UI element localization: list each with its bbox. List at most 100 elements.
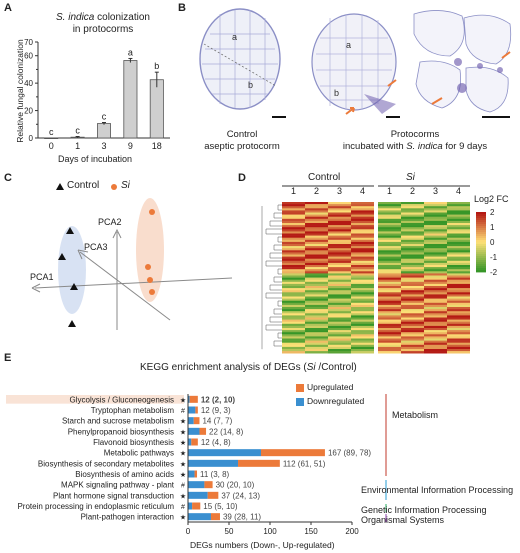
x-tick-label: 0 (49, 141, 54, 151)
heatmap-cell (351, 336, 374, 339)
heatmap-cell (351, 269, 374, 272)
heatmap-cell (305, 218, 328, 222)
heatmap-cell (282, 338, 305, 341)
heatmap-cell (424, 311, 447, 314)
heatmap-cell (305, 288, 328, 291)
heatmap-cell (447, 279, 470, 283)
heatmap-cell (447, 344, 470, 348)
heatmap-cell (378, 294, 401, 297)
control-point (66, 227, 74, 234)
heatmap-cell (378, 208, 401, 211)
heatmap-cell (378, 265, 401, 268)
heatmap-cell (424, 330, 447, 333)
heatmap-cell (282, 267, 305, 270)
heatmap-cell (447, 250, 470, 253)
heatmap-cell (305, 227, 328, 230)
heatmap-cell (351, 252, 374, 255)
heatmap-cell (447, 281, 470, 285)
heatmap-cell (305, 351, 328, 354)
y-tick-label: 60 (24, 52, 33, 61)
heatmap-cell (401, 275, 424, 278)
heatmap-cell (282, 208, 305, 211)
heatmap-cell (282, 256, 305, 259)
heatmap-cell (328, 235, 351, 238)
bar-value-label: 39 (28, 11) (223, 513, 261, 522)
heatmap-cell (328, 265, 351, 268)
heatmap-cell (378, 279, 401, 283)
heatmap-cell (282, 216, 305, 220)
heatmap-cell (447, 258, 470, 262)
heatmap-cell (401, 227, 424, 230)
heatmap-cell (351, 296, 374, 299)
heatmap-cell (378, 235, 401, 238)
heatmap-cell (305, 220, 328, 224)
heatmap-cell (282, 330, 305, 333)
heatmap-cell (401, 235, 424, 238)
heatmap-cell (328, 271, 351, 274)
heatmap-cell (424, 286, 447, 289)
heatmap-cell (351, 298, 374, 301)
control-point (70, 283, 78, 290)
bar-down (188, 459, 239, 467)
heatmap-cell (447, 315, 470, 318)
x-tick-label: 150 (304, 527, 318, 536)
significance-mark: ★ (180, 450, 186, 458)
heatmap-cell (378, 254, 401, 257)
heatmap-cell (401, 281, 424, 285)
dendrogram-branch (277, 204, 282, 211)
heatmap-cell (447, 296, 470, 299)
panel-label-d: D (238, 172, 246, 184)
heatmap-cell (401, 304, 424, 308)
heatmap-cell (378, 340, 401, 343)
heatmap-cell (305, 315, 328, 318)
heatmap-cell (401, 300, 424, 304)
heatmap-cell (424, 294, 447, 297)
heatmap-cell (378, 346, 401, 350)
legend-tick-label: 1 (490, 223, 495, 232)
heatmap-cell (305, 336, 328, 339)
heatmap-cell (328, 330, 351, 333)
dendrogram-branch (265, 228, 282, 235)
heatmap-cell (282, 307, 305, 310)
heatmap-cell (282, 258, 305, 262)
dendrogram-branch (273, 244, 282, 251)
heatmap-cell (282, 281, 305, 285)
heatmap-cell (282, 286, 305, 289)
heatmap-cell (328, 210, 351, 213)
heatmap-cell (351, 292, 374, 295)
heatmap-cell (305, 260, 328, 264)
bar-down (188, 470, 195, 478)
heatmap-cell (282, 277, 305, 280)
heatmap-cell (305, 204, 328, 207)
legend-gradient-step (476, 236, 486, 239)
heatmap-cell (351, 212, 374, 215)
heatmap-cell (447, 237, 470, 241)
colonization-bar-chart: 0 20 40 60 70 c 0 c 1 c 3 a 9 b 18 (24, 38, 170, 151)
heatmap-cell (305, 304, 328, 308)
legend-gradient-step (476, 264, 486, 267)
heatmap-cell (401, 267, 424, 270)
heatmap-cell (351, 349, 374, 352)
heatmap-cell (282, 283, 305, 287)
heatmap-cell (305, 210, 328, 213)
heatmap-cell (305, 202, 328, 205)
category-label: Plant-pathogen interaction (81, 513, 174, 522)
heatmap-cell (401, 239, 424, 243)
category-label: Metabolic pathways (104, 449, 174, 458)
legend-gradient-step (476, 270, 486, 273)
dendrogram-branch (273, 276, 282, 283)
heatmap-cell (378, 248, 401, 251)
heatmap-cell (401, 262, 424, 266)
heatmap-cell (424, 210, 447, 213)
group-genetic: Genetic Information Processing (361, 505, 487, 515)
heatmap-cell (447, 298, 470, 301)
legend-gradient-step (476, 268, 486, 271)
legend-gradient-step (476, 260, 486, 263)
heatmap-cell (328, 258, 351, 262)
heatmap-cell (401, 214, 424, 217)
bar-up (193, 417, 200, 425)
heatmap-cell (328, 286, 351, 289)
control-points (58, 227, 78, 327)
heatmap-cell (328, 319, 351, 322)
bar-down (188, 406, 196, 414)
